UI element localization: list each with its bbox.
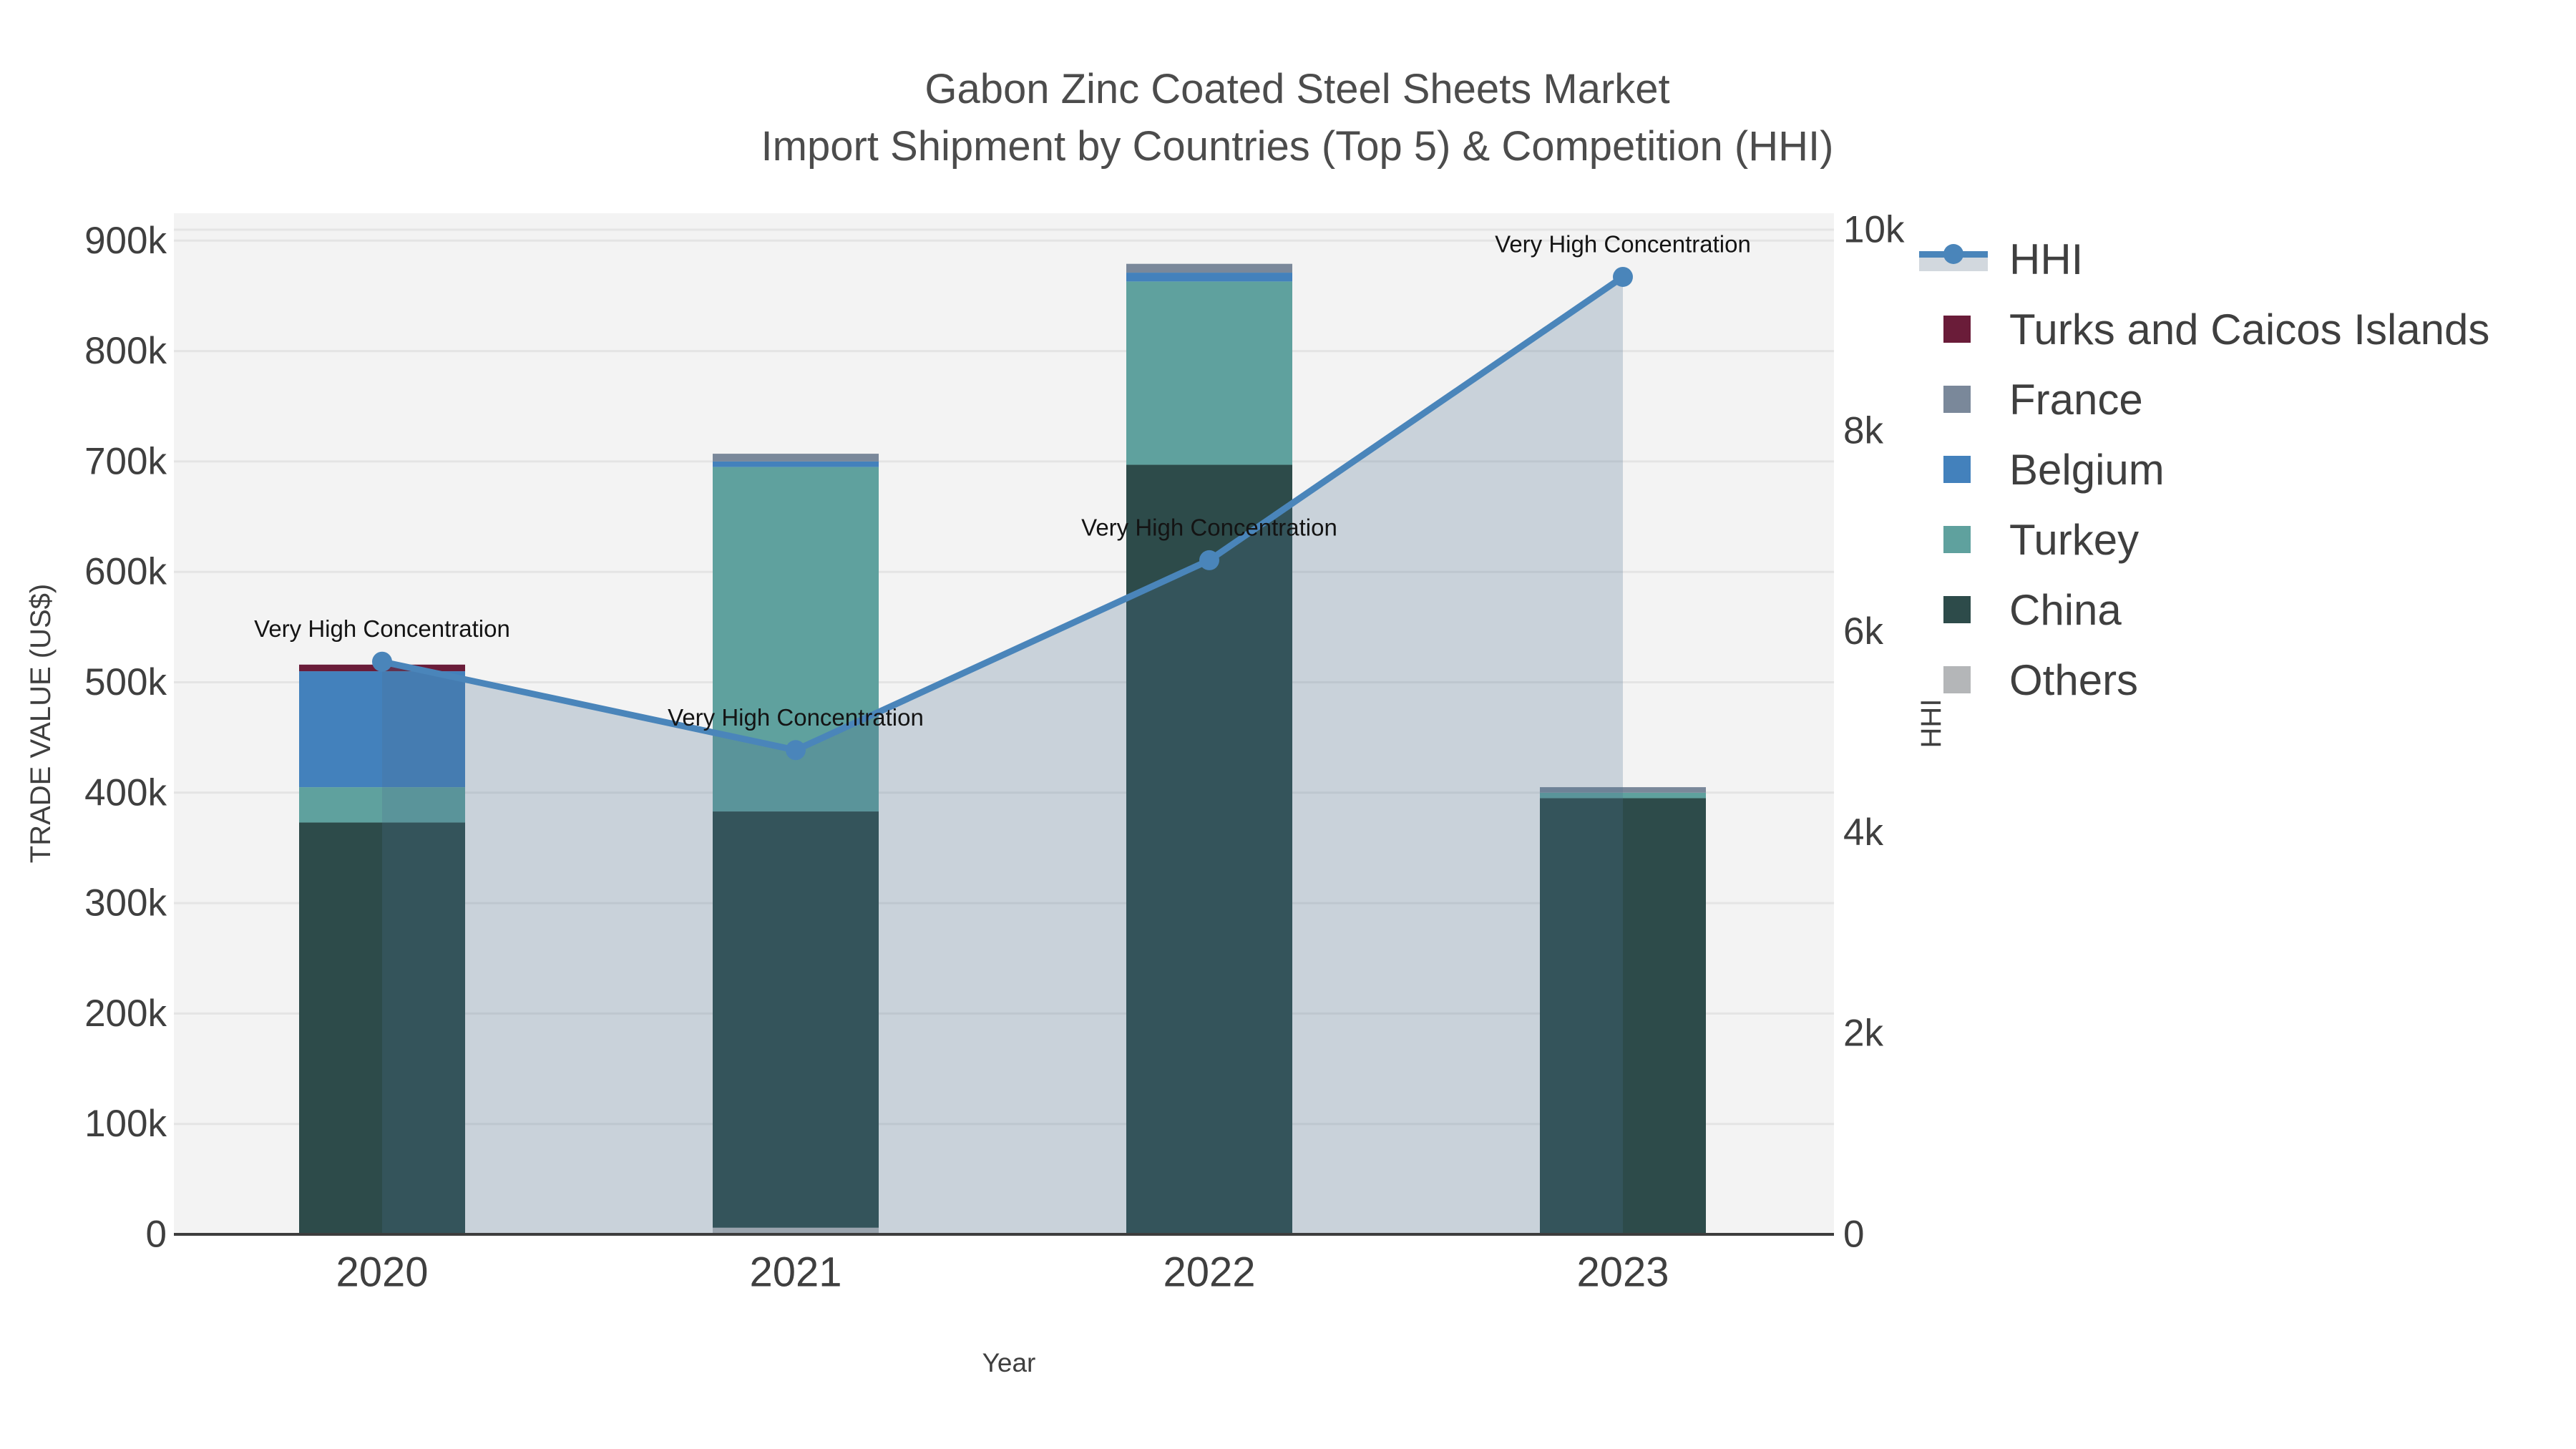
annotation-2021: Very High Concentration bbox=[668, 704, 924, 731]
x-tick-2023: 2023 bbox=[1576, 1249, 1669, 1296]
bar-segment-others-2021[interactable] bbox=[713, 1227, 879, 1234]
legend-swatch-icon bbox=[1918, 504, 2009, 575]
legend-item-turks-and-caicos-islands[interactable]: Turks and Caicos Islands bbox=[1918, 294, 2489, 364]
legend-label: Turkey bbox=[2009, 515, 2140, 564]
x-tick-2020: 2020 bbox=[336, 1249, 428, 1296]
bar-segment-france-2021[interactable] bbox=[713, 454, 879, 462]
bar-segment-france-2022[interactable] bbox=[1126, 263, 1292, 273]
bar-segment-turkey-2023[interactable] bbox=[1540, 792, 1706, 799]
legend-label: Others bbox=[2009, 655, 2139, 704]
bar-segment-china-2022[interactable] bbox=[1126, 464, 1292, 1234]
bar-segment-belgium-2021[interactable] bbox=[713, 461, 879, 467]
annotation-2023: Very High Concentration bbox=[1495, 230, 1751, 257]
y-left-tick-0: 0 bbox=[146, 1214, 167, 1256]
y-left-tick-300k: 300k bbox=[84, 882, 167, 924]
legend-label: HHI bbox=[2009, 235, 2084, 283]
hhi-marker-2023[interactable] bbox=[1613, 266, 1633, 287]
bar-segment-china-2020[interactable] bbox=[299, 822, 465, 1234]
y-right-tick-8k: 8k bbox=[1843, 409, 1883, 452]
annotation-2020: Very High Concentration bbox=[254, 615, 510, 642]
y-axis-title-left: TRADE VALUE (US$) bbox=[25, 584, 57, 863]
legend-item-france[interactable]: France bbox=[1918, 364, 2489, 434]
x-axis-title: Year bbox=[982, 1348, 1036, 1377]
legend-swatch-icon bbox=[1918, 434, 2009, 504]
bar-segment-china-2023[interactable] bbox=[1540, 798, 1706, 1234]
y-left-tick-500k: 500k bbox=[84, 661, 167, 703]
y-left-tick-200k: 200k bbox=[84, 992, 167, 1035]
chart-title-line1: Gabon Zinc Coated Steel Sheets Market bbox=[924, 66, 1669, 112]
y-right-tick-6k: 6k bbox=[1843, 610, 1883, 653]
bar-segment-turkey-2020[interactable] bbox=[299, 787, 465, 823]
y-right-tick-0: 0 bbox=[1843, 1214, 1864, 1256]
legend-item-turkey[interactable]: Turkey bbox=[1918, 504, 2489, 575]
y-left-tick-100k: 100k bbox=[84, 1103, 167, 1145]
hhi-line[interactable] bbox=[381, 274, 1625, 753]
y-right-tick-2k: 2k bbox=[1843, 1013, 1883, 1055]
hhi-marker-2020[interactable] bbox=[372, 651, 392, 672]
legend-swatch-icon bbox=[1918, 575, 2009, 645]
y-left-tick-400k: 400k bbox=[84, 771, 167, 814]
hhi-area-fill bbox=[382, 276, 1623, 1234]
legend-label: Turks and Caicos Islands bbox=[2009, 305, 2490, 353]
legend-label: France bbox=[2009, 375, 2143, 424]
legend-swatch-icon bbox=[1918, 364, 2009, 434]
y-left-tick-700k: 700k bbox=[84, 440, 167, 482]
hhi-marker-2022[interactable] bbox=[1199, 550, 1219, 570]
y-axis-title-right: HHI bbox=[1916, 699, 1947, 748]
legend-item-belgium[interactable]: Belgium bbox=[1918, 434, 2489, 504]
bar-segment-turkey-2022[interactable] bbox=[1126, 281, 1292, 465]
legend-label: Belgium bbox=[2009, 445, 2165, 494]
legend-item-china[interactable]: China bbox=[1918, 575, 2489, 645]
legend: HHI Turks and Caicos Islands France Belgium… bbox=[1918, 224, 2489, 715]
y-left-tick-900k: 900k bbox=[84, 220, 167, 262]
chart-title-line2: Import Shipment by Countries (Top 5) & C… bbox=[761, 123, 1834, 170]
legend-item-hhi[interactable]: HHI bbox=[1918, 224, 2489, 294]
legend-line-sample-icon bbox=[1918, 224, 2009, 294]
legend-swatch-icon bbox=[1918, 294, 2009, 364]
x-tick-2022: 2022 bbox=[1163, 1249, 1255, 1296]
bar-segment-belgium-2022[interactable] bbox=[1126, 273, 1292, 282]
y-right-tick-10k: 10k bbox=[1843, 209, 1905, 251]
legend-label: China bbox=[2009, 585, 2122, 634]
legend-swatch-icon bbox=[1918, 645, 2009, 715]
bar-segment-belgium-2020[interactable] bbox=[299, 671, 465, 788]
x-tick-2021: 2021 bbox=[749, 1249, 841, 1296]
y-right-tick-4k: 4k bbox=[1843, 811, 1883, 854]
y-left-tick-600k: 600k bbox=[84, 551, 167, 593]
hhi-marker-2021[interactable] bbox=[786, 740, 806, 761]
bar-segment-france-2023[interactable] bbox=[1540, 787, 1706, 793]
legend-item-others[interactable]: Others bbox=[1918, 645, 2489, 715]
annotation-2022: Very High Concentration bbox=[1081, 514, 1337, 540]
bar-segment-china-2021[interactable] bbox=[713, 811, 879, 1228]
y-left-tick-800k: 800k bbox=[84, 330, 167, 372]
